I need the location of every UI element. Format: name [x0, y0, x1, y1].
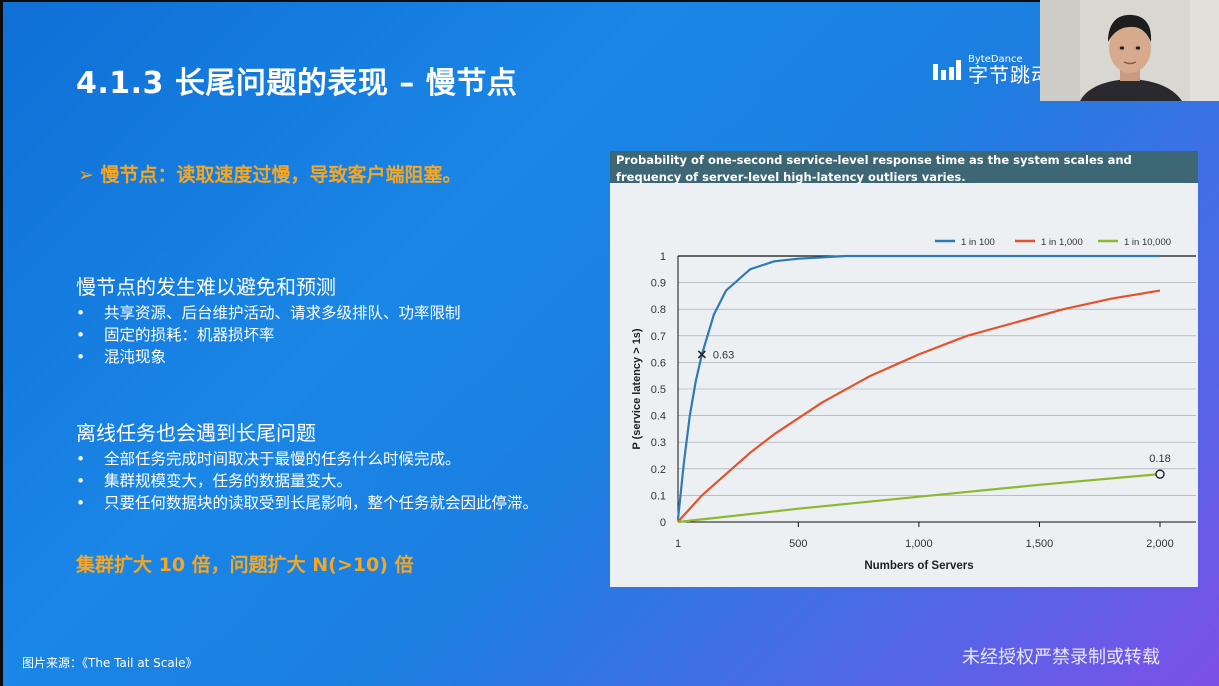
- highlight-text: 慢节点：读取速度过慢，导致客户端阻塞。: [100, 164, 462, 186]
- y-tick-label: 0.5: [651, 384, 666, 396]
- bytedance-logo: ByteDance 字节跳动: [932, 55, 1052, 85]
- arrow-bullet-icon: ➢: [78, 164, 94, 186]
- section1-list: 共享资源、后台维护活动、请求多级排队、功率限制 固定的损耗：机器损坏率 混沌现象: [76, 302, 461, 368]
- webcam-video: [1040, 0, 1219, 101]
- series-line-1-in-10-000: [677, 473, 1161, 524]
- y-tick-label: 0.1: [651, 490, 666, 502]
- y-tick-label: 1: [660, 251, 666, 263]
- presenter-video-icon: [1040, 0, 1219, 101]
- highlight-line: ➢ 慢节点：读取速度过慢，导致客户端阻塞。: [78, 160, 462, 187]
- chart-title: Probability of one-second service-level …: [610, 151, 1198, 184]
- y-tick-label: 0.2: [651, 464, 666, 476]
- circle-marker: [1155, 469, 1165, 479]
- x-tick-label: 1,500: [1026, 538, 1054, 550]
- list-item: 固定的损耗：机器损坏率: [76, 324, 461, 346]
- annotation-label: 0.18: [1149, 453, 1170, 465]
- logo-text-zh: 字节跳动: [968, 63, 1052, 87]
- legend-label: 1 in 100: [961, 237, 995, 248]
- y-axis-label: P (service latency > 1s): [631, 328, 643, 450]
- y-tick-label: 0: [660, 517, 666, 529]
- slide-title: 4.1.3 长尾问题的表现 – 慢节点: [76, 66, 518, 101]
- series-line-1-in-100: [676, 254, 1160, 520]
- window-top-edge: [0, 0, 1219, 2]
- bytedance-logo-icon: [933, 60, 961, 80]
- y-tick-label: 0.3: [651, 437, 666, 449]
- series-line-1-in-1-000: [677, 289, 1161, 523]
- list-item: 全部任务完成时间取决于最慢的任务什么时候完成。: [76, 448, 538, 470]
- section-slow-node-causes: 慢节点的发生难以避免和预测 共享资源、后台维护活动、请求多级排队、功率限制 固定…: [76, 271, 461, 368]
- window-left-edge: [0, 0, 3, 686]
- x-tick-label: 1,000: [905, 538, 933, 550]
- image-source: 图片来源：《The Tail at Scale》: [22, 656, 198, 670]
- cross-marker: [697, 350, 706, 359]
- chart-svg: 0 0.1 0.2 0.3 0.4 0.5 0.6 0.7 0.8 0.9 1 1 500 1,000 1,…: [631, 237, 1196, 572]
- x-tick-label: 500: [789, 538, 807, 550]
- x-tick-label: 1: [675, 538, 681, 550]
- list-item: 只要任何数据块的读取受到长尾影响，整个任务就会因此停滞。: [76, 492, 538, 514]
- legend-label: 1 in 1,000: [1041, 237, 1083, 248]
- annotation-label: 0.63: [713, 349, 734, 361]
- list-item: 集群规模变大，任务的数据量变大。: [76, 470, 538, 492]
- x-axis-label: Numbers of Servers: [864, 560, 973, 572]
- conclusion-text: 集群扩大 10 倍，问题扩大 N(>10) 倍: [76, 554, 414, 576]
- list-item: 混沌现象: [76, 346, 461, 368]
- x-tick-label: 2,000: [1146, 538, 1174, 550]
- list-item: 共享资源、后台维护活动、请求多级排队、功率限制: [76, 302, 461, 324]
- chart-panel: Probability of one-second service-level …: [610, 151, 1198, 587]
- legend-label: 1 in 10,000: [1124, 237, 1171, 248]
- section2-list: 全部任务完成时间取决于最慢的任务什么时候完成。 集群规模变大，任务的数据量变大。…: [76, 448, 538, 514]
- y-tick-label: 0.9: [651, 278, 666, 290]
- watermark: 未经授权严禁录制或转载: [962, 647, 1160, 668]
- section-offline-tasks: 离线任务也会遇到长尾问题 全部任务完成时间取决于最慢的任务什么时候完成。 集群规…: [76, 417, 538, 514]
- y-tick-label: 0.6: [651, 357, 666, 369]
- y-tick-label: 0.4: [651, 411, 666, 423]
- section2-heading: 离线任务也会遇到长尾问题: [76, 421, 316, 445]
- y-tick-label: 0.8: [651, 304, 666, 316]
- logo-text-en: ByteDance: [968, 54, 1023, 65]
- y-tick-label: 0.7: [651, 331, 666, 343]
- section1-heading: 慢节点的发生难以避免和预测: [76, 275, 336, 299]
